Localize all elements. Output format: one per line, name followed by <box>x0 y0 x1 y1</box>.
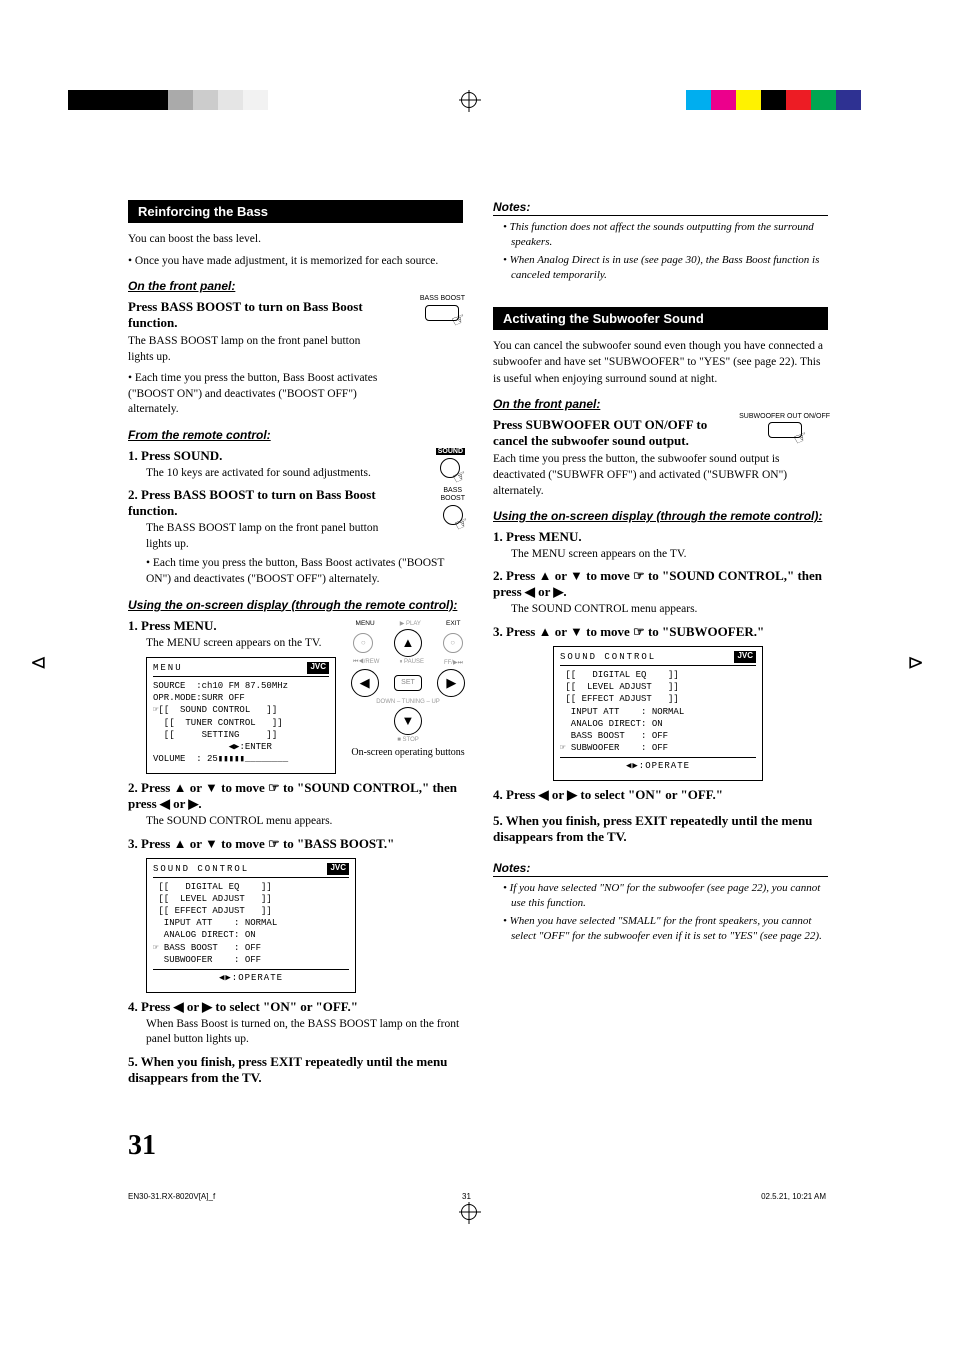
fp-sub-text: Each time you press the button, the subw… <box>493 451 828 499</box>
up-button-icon: ▲ <box>394 629 422 657</box>
exit-button-icon: ○ <box>443 633 463 653</box>
note-item: • This function does not affect the soun… <box>503 220 828 250</box>
osd-footer: ◀▶:OPERATE <box>153 969 349 984</box>
side-arrow-left: ⊲ <box>30 650 47 675</box>
note-item: • If you have selected "NO" for the subw… <box>503 881 828 911</box>
intro-text: You can boost the bass level. <box>128 231 463 247</box>
osd-step2-title: 2. Press ▲ or ▼ to move ☞ to "SOUND CONT… <box>128 780 463 812</box>
sub-step5: 5. When you finish, press EXIT repeatedl… <box>493 813 828 845</box>
osd-footer: ◀▶:OPERATE <box>560 757 756 772</box>
sub-step1-sub: The MENU screen appears on the TV. <box>511 547 828 563</box>
pause-label: ⏸ PAUSE <box>399 659 424 666</box>
left-button-icon: ◀ <box>351 669 379 697</box>
note-item: • When you have selected "SMALL" for the… <box>503 914 828 944</box>
tuning-label: DOWN – TUNING – UP <box>343 699 473 705</box>
fp-bullet: • Each time you press the button, Bass B… <box>128 371 388 418</box>
registration-mark-bottom <box>461 1204 477 1220</box>
osd-sound-control-display: SOUND CONTROL JVC [[ DIGITAL EQ ]] [[ LE… <box>146 858 356 993</box>
remote-caption: On-screen operating buttons <box>343 747 473 759</box>
osd-step2-sub: The SOUND CONTROL menu appears. <box>146 814 463 830</box>
osd-menu-lines: SOURCE :ch10 FM 87.50MHzOPR.MODE:SURR OF… <box>153 680 329 765</box>
remote-step2-title: 2. Press BASS BOOST to turn on Bass Boos… <box>128 487 388 519</box>
osd-heading: Using the on-screen display (through the… <box>493 509 828 523</box>
footer-page: 31 <box>462 1192 471 1201</box>
remote-step2-sub: The BASS BOOST lamp on the front panel b… <box>146 521 406 552</box>
sub-step1: 1. Press MENU. <box>493 529 828 545</box>
fp-sub-title: Press SUBWOOFER OUT ON/OFF to cancel the… <box>493 417 723 449</box>
note-item: • When Analog Direct is in use (see page… <box>503 253 828 283</box>
hand-icon: ☞ <box>450 467 470 489</box>
fp-step-sub: The BASS BOOST lamp on the front panel b… <box>128 333 388 365</box>
rew-label: ⏮◀/REW <box>353 659 379 666</box>
sub-intro: You can cancel the subwoofer sound even … <box>493 338 828 386</box>
icon-label: SUBWOOFER OUT ON/OFF <box>739 413 830 420</box>
stop-label: ■ STOP <box>343 737 473 743</box>
ff-label: FF/▶⏭ <box>444 659 463 667</box>
right-column: Notes: • This function does not affect t… <box>493 200 828 1088</box>
footer-timestamp: 02.5.21, 10:21 AM <box>761 1192 826 1201</box>
section-header-bass: Reinforcing the Bass <box>128 200 463 223</box>
exit-label: EXIT <box>446 620 460 627</box>
notes-header: Notes: <box>493 861 828 877</box>
right-button-icon: ▶ <box>437 669 465 697</box>
subwoofer-button-icon: SUBWOOFER OUT ON/OFF ☞ <box>739 413 830 439</box>
bass-boost-remote-icon: BASS BOOST ☞ <box>440 487 465 524</box>
icon-label: BASS <box>440 487 465 495</box>
menu-button-icon: ○ <box>353 633 373 653</box>
sub-step3: 3. Press ▲ or ▼ to move ☞ to "SUBWOOFER.… <box>493 624 828 640</box>
down-button-icon: ▼ <box>394 707 422 735</box>
sub-step2-sub: The SOUND CONTROL menu appears. <box>511 602 828 618</box>
sound-button-icon: SOUND ☞ <box>436 448 465 478</box>
osd-title: MENU <box>153 662 183 674</box>
fp-step-title: Press BASS BOOST to turn on Bass Boost f… <box>128 299 388 331</box>
icon-label: BOOST <box>440 495 465 503</box>
osd-step4-title: 4. Press ◀ or ▶ to select "ON" or "OFF." <box>128 999 463 1015</box>
section-header-subwoofer: Activating the Subwoofer Sound <box>493 307 828 330</box>
osd-lines: [[ DIGITAL EQ ]] [[ LEVEL ADJUST ]] [[ E… <box>560 669 756 754</box>
icon-label: BASS BOOST <box>420 295 465 302</box>
page-number: 31 <box>128 1130 156 1162</box>
hand-icon: ☞ <box>452 514 472 536</box>
jvc-logo: JVC <box>734 651 756 663</box>
osd-sound-control-display-right: SOUND CONTROL JVC [[ DIGITAL EQ ]] [[ LE… <box>553 646 763 781</box>
sub-step2: 2. Press ▲ or ▼ to move ☞ to "SOUND CONT… <box>493 568 828 600</box>
hand-icon: ☞ <box>791 428 811 450</box>
osd-heading: Using the on-screen display (through the… <box>128 598 463 612</box>
notes-header: Notes: <box>493 200 828 216</box>
intro-text: • Once you have made adjustment, it is m… <box>128 253 463 269</box>
print-color-bar-left <box>68 90 268 110</box>
remote-control-diagram: MENU ▶ PLAY EXIT ○ ▲ ○ ⏮◀/REW ⏸ PAUSE FF… <box>343 618 473 759</box>
play-label: ▶ PLAY <box>400 620 421 627</box>
front-panel-heading: On the front panel: <box>493 397 828 411</box>
hand-icon: ☞ <box>449 310 469 332</box>
footer-filename: EN30-31.RX-8020V[A]_f <box>128 1192 215 1201</box>
jvc-logo: JVC <box>307 662 329 674</box>
remote-step2-bullet: • Each time you press the button, Bass B… <box>146 556 463 587</box>
icon-label: SOUND <box>436 448 465 455</box>
remote-step1-title: 1. Press SOUND. <box>128 448 463 464</box>
page-content: Reinforcing the Bass You can boost the b… <box>128 200 828 1088</box>
print-color-bar-right <box>686 90 886 110</box>
osd-title: SOUND CONTROL <box>560 651 656 663</box>
left-column: Reinforcing the Bass You can boost the b… <box>128 200 463 1088</box>
front-panel-heading: On the front panel: <box>128 279 463 293</box>
osd-step4-sub: When Bass Boost is turned on, the BASS B… <box>146 1017 463 1048</box>
sub-step4: 4. Press ◀ or ▶ to select "ON" or "OFF." <box>493 787 828 803</box>
menu-label: MENU <box>356 620 375 627</box>
remote-step1-sub: The 10 keys are activated for sound adju… <box>146 466 406 482</box>
registration-mark-top <box>461 92 477 108</box>
osd-step5-title: 5. When you finish, press EXIT repeatedl… <box>128 1054 463 1086</box>
osd-menu-display: MENU JVC SOURCE :ch10 FM 87.50MHzOPR.MOD… <box>146 657 336 774</box>
remote-heading: From the remote control: <box>128 428 463 442</box>
bass-boost-button-icon: BASS BOOST ☞ <box>420 295 465 321</box>
set-button-icon: SET <box>394 675 422 691</box>
side-arrow-right: ⊳ <box>907 650 924 675</box>
osd-step1-sub: The MENU screen appears on the TV. <box>146 636 326 652</box>
jvc-logo: JVC <box>327 863 349 875</box>
osd-step3-title: 3. Press ▲ or ▼ to move ☞ to "BASS BOOST… <box>128 836 463 852</box>
osd-title: SOUND CONTROL <box>153 863 249 875</box>
osd-lines: [[ DIGITAL EQ ]] [[ LEVEL ADJUST ]] [[ E… <box>153 881 349 966</box>
